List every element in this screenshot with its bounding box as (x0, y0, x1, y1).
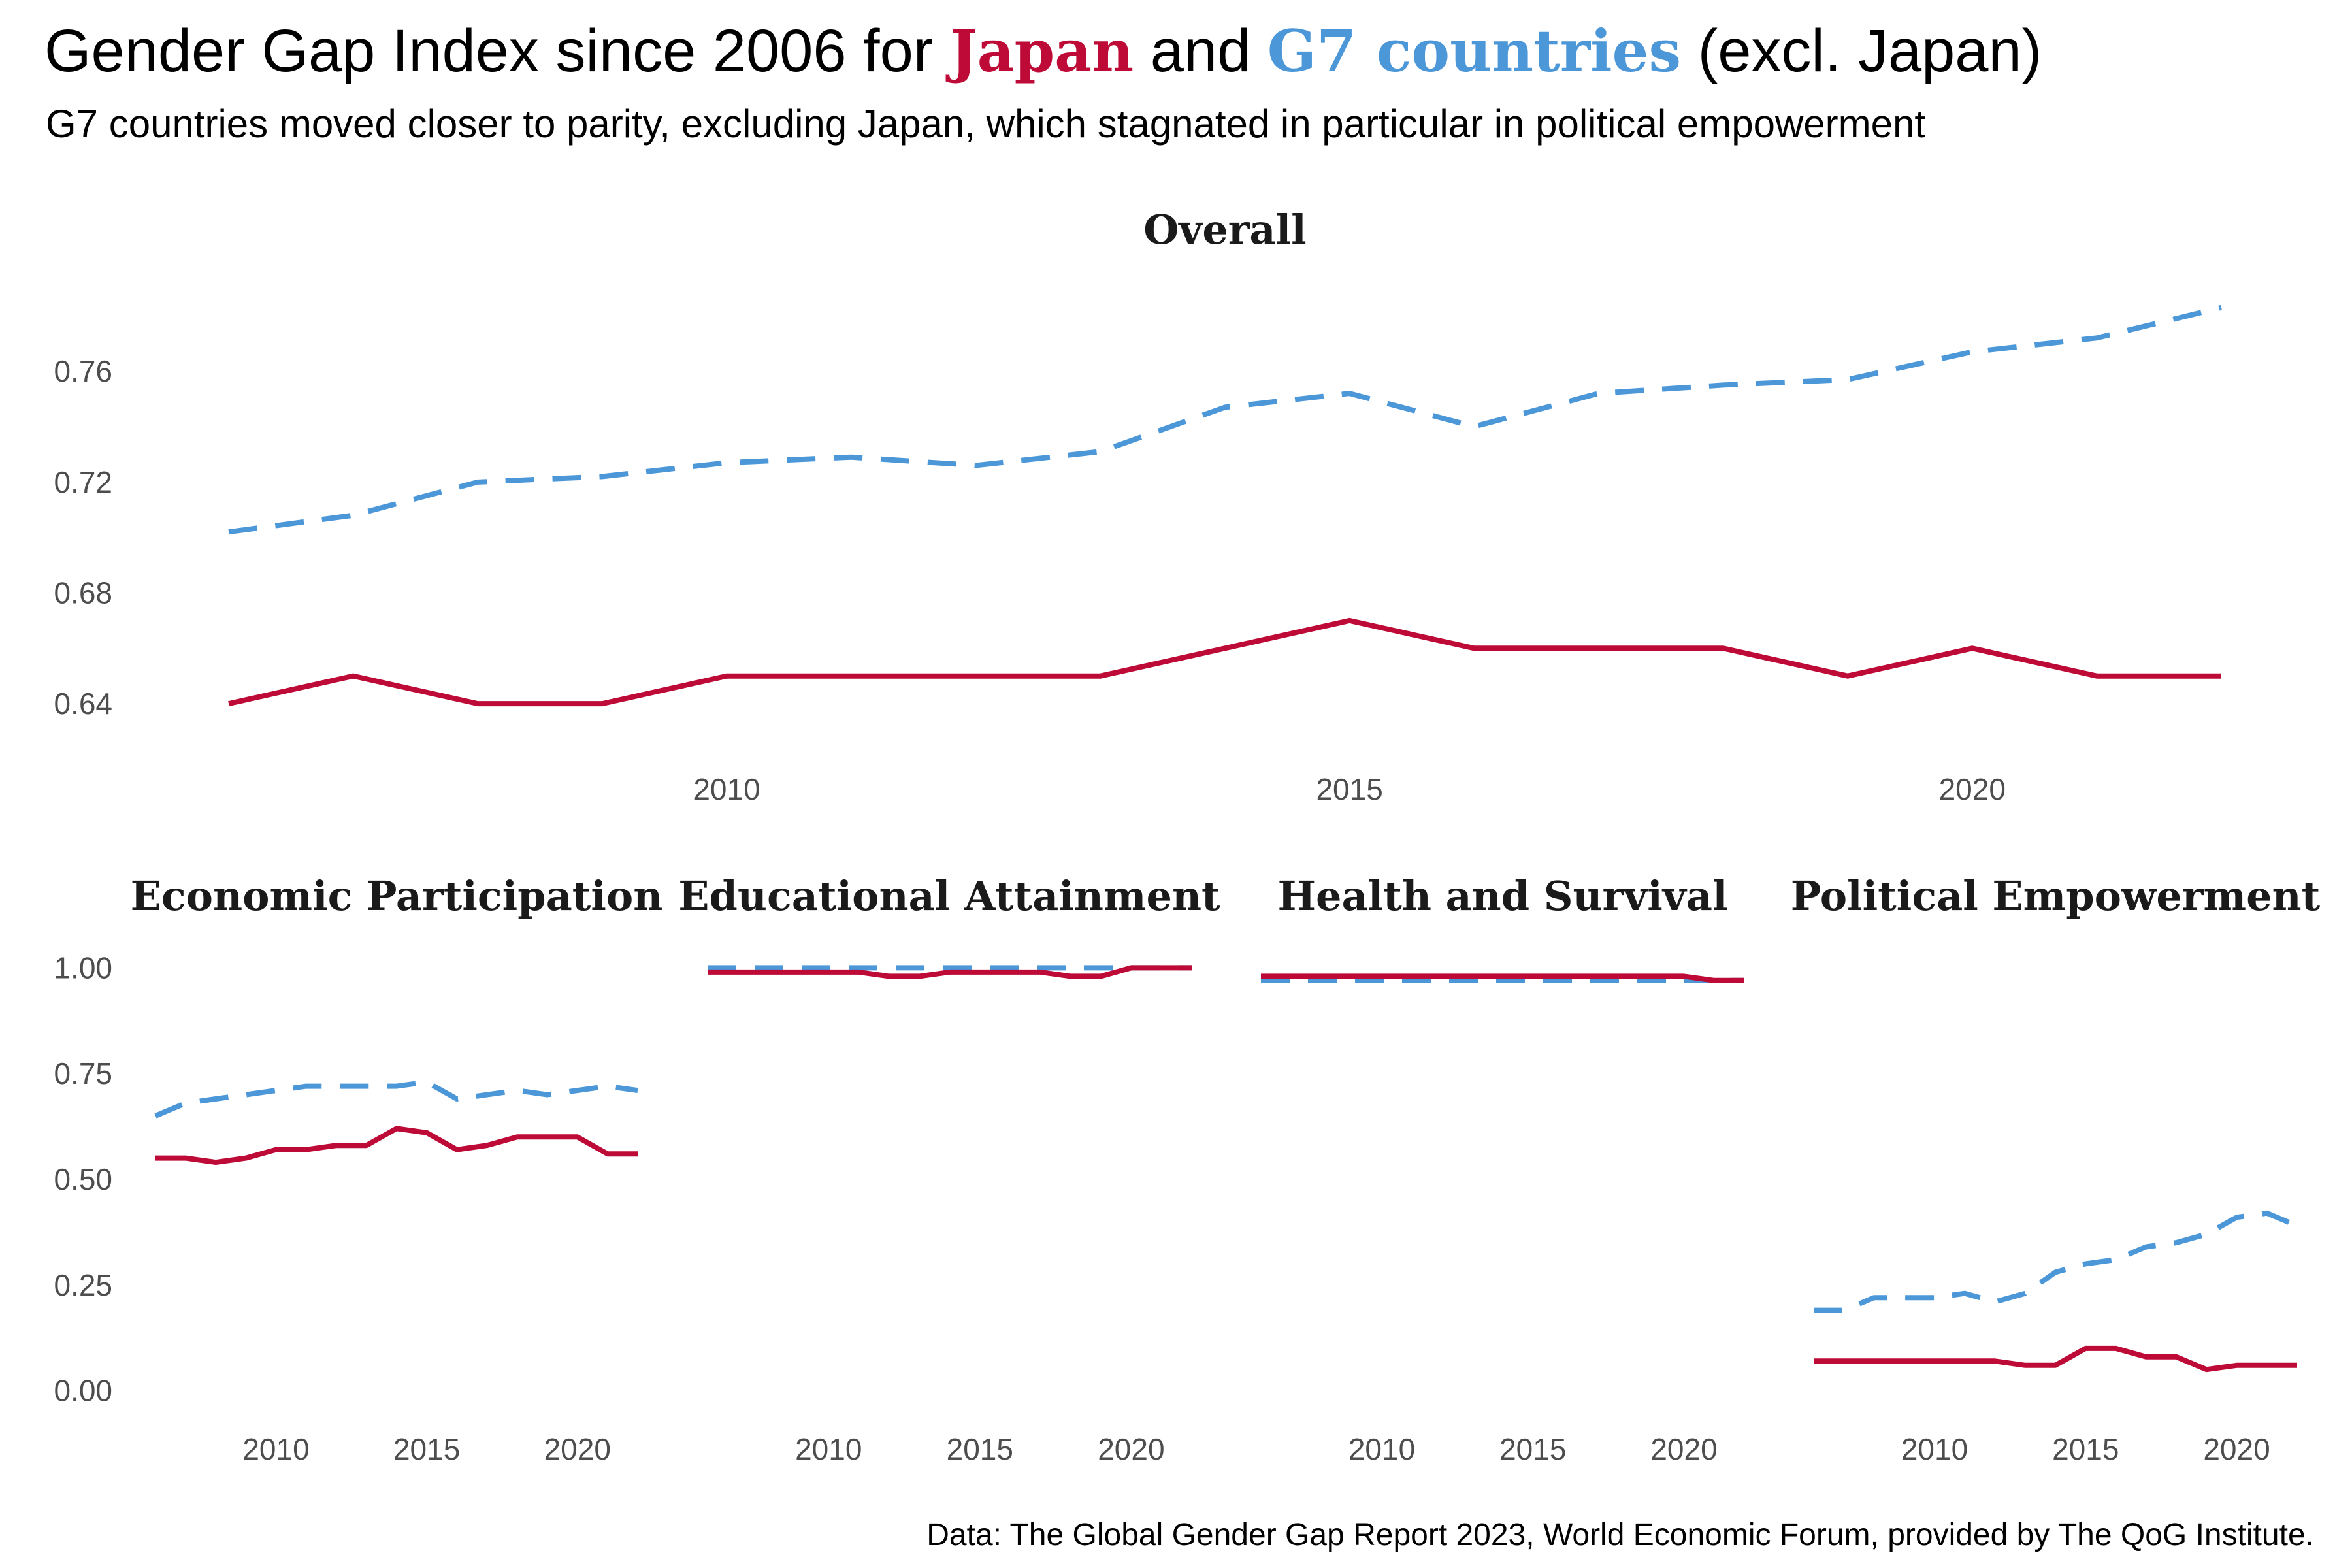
y-tick-label: 1.00 (54, 951, 112, 985)
x-tick-label: 2015 (393, 1432, 460, 1466)
panel-health-and-survival: Health and Survival 2010 2015 2020 (1261, 872, 1744, 1466)
y-tick-label: 0.64 (54, 687, 112, 721)
panel-educational-attainment: Educational Attainment 2010 2015 2020 (678, 872, 1220, 1466)
y-tick-label: 0.25 (54, 1268, 112, 1302)
x-tick-label: 2010 (242, 1432, 309, 1466)
facet-title-economic-participation: Economic Participation (131, 872, 663, 920)
data-source-caption: Data: The Global Gender Gap Report 2023,… (926, 1518, 2314, 1552)
y-tick-label: 0.76 (54, 354, 112, 388)
chart-subtitle: G7 countries moved closer to parity, exc… (46, 102, 1926, 146)
title-japan-highlight: Japan (949, 17, 1134, 85)
x-tick-label: 2015 (2052, 1432, 2119, 1466)
x-tick-label: 2020 (1939, 772, 2006, 806)
y-tick-label: 0.68 (54, 576, 112, 610)
x-tick-label: 2020 (544, 1432, 611, 1466)
x-tick-label: 2015 (1499, 1432, 1566, 1466)
x-tick-label: 2010 (693, 772, 760, 806)
facet-title-health-and-survival: Health and Survival (1277, 872, 1727, 920)
y-tick-label: 0.75 (54, 1056, 112, 1090)
series-line-japan (228, 617, 2221, 707)
title-prefix: Gender Gap Index since 2006 for (44, 18, 950, 84)
title-mid: and (1134, 18, 1267, 84)
title-suffix: (excl. Japan) (1681, 18, 2042, 84)
facet-title-educational-attainment: Educational Attainment (678, 872, 1220, 920)
panel-overall: Overall 2010 2015 2020 0.64 0.68 0.72 0.76 (54, 206, 2222, 806)
x-tick-label: 2010 (1348, 1432, 1415, 1466)
x-tick-label: 2020 (1650, 1432, 1717, 1466)
panel-economic-participation: Economic Participation 2010 2015 2020 0.00 0.… (54, 872, 662, 1466)
series-line-japan (708, 965, 1192, 979)
x-tick-label: 2010 (795, 1432, 862, 1466)
panel-political-empowerment: Political Empowerment 2010 2015 2020 (1791, 872, 2321, 1466)
series-line-g7-countries (154, 1079, 638, 1119)
facet-title-political-empowerment: Political Empowerment (1791, 872, 2321, 920)
title-g7-highlight: G7 countries (1267, 17, 1682, 85)
y-tick-label: 0.72 (54, 465, 112, 499)
x-tick-label: 2015 (947, 1432, 1013, 1466)
y-tick-label: 0.00 (54, 1374, 112, 1408)
y-tick-label: 0.50 (54, 1162, 112, 1196)
series-line-japan (1261, 973, 1744, 983)
x-tick-label: 2010 (1901, 1432, 1968, 1466)
x-tick-label: 2015 (1316, 772, 1382, 806)
series-line-g7-countries (228, 304, 2222, 535)
x-tick-label: 2020 (1098, 1432, 1164, 1466)
x-tick-label: 2020 (2203, 1432, 2270, 1466)
chart-title: Gender Gap Index since 2006 for Japan an… (44, 12, 2042, 90)
series-line-japan (155, 1126, 638, 1166)
facet-title-overall: Overall (1143, 206, 1306, 253)
series-line-g7-countries (1814, 1210, 2298, 1313)
series-line-japan (1814, 1345, 2297, 1373)
